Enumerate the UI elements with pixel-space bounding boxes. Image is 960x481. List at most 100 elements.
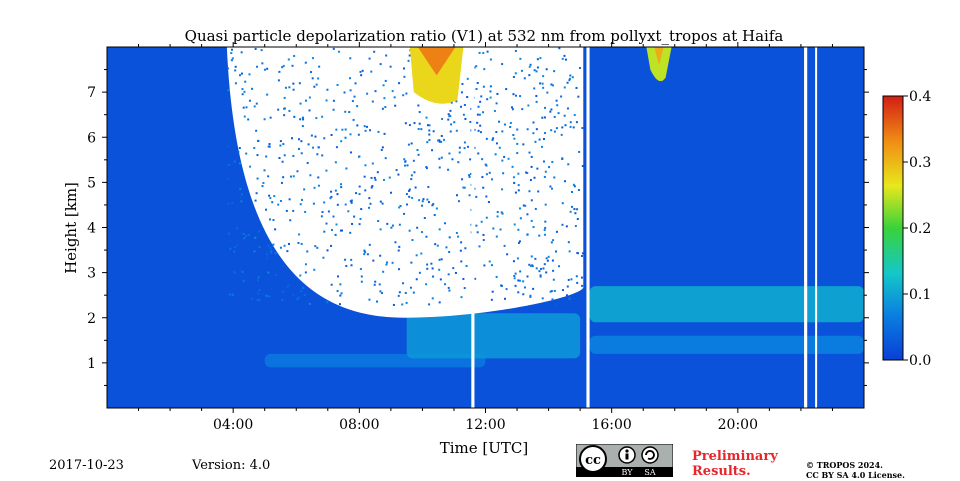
noise-speck xyxy=(491,138,494,141)
noise-speck xyxy=(526,233,529,236)
noise-speck xyxy=(492,137,495,140)
noise-speck xyxy=(425,167,428,170)
noise-speck xyxy=(384,106,387,109)
noise-speck xyxy=(358,223,361,226)
noise-speck xyxy=(323,230,326,233)
noise-speck xyxy=(563,180,566,183)
y-tick-label: 5 xyxy=(87,175,96,191)
noise-speck xyxy=(262,292,265,295)
noise-speck xyxy=(293,115,296,118)
noise-speck xyxy=(483,264,486,267)
noise-speck xyxy=(373,283,376,286)
noise-speck xyxy=(568,79,571,82)
noise-speck xyxy=(553,130,556,133)
noise-speck xyxy=(431,149,434,152)
noise-speck xyxy=(265,294,268,297)
noise-speck xyxy=(248,99,251,102)
noise-speck xyxy=(438,157,441,160)
noise-speck xyxy=(426,267,429,270)
noise-speck xyxy=(236,227,239,230)
noise-speck xyxy=(335,128,338,131)
noise-speck xyxy=(530,255,533,258)
noise-speck xyxy=(392,303,395,306)
noise-speck xyxy=(327,210,330,213)
noise-speck xyxy=(523,77,526,80)
noise-speck xyxy=(578,150,581,153)
noise-speck xyxy=(530,199,533,202)
noise-speck xyxy=(529,179,532,182)
noise-speck xyxy=(326,88,329,91)
aerosol-layer-2 xyxy=(406,313,581,359)
noise-speck xyxy=(370,176,373,179)
noise-speck xyxy=(514,50,517,53)
noise-speck xyxy=(558,47,561,50)
noise-speck xyxy=(438,301,441,304)
noise-speck xyxy=(573,114,576,117)
noise-speck xyxy=(519,57,522,60)
noise-speck xyxy=(339,294,342,297)
noise-speck xyxy=(458,151,461,154)
noise-speck xyxy=(458,146,461,149)
noise-speck xyxy=(320,215,323,218)
noise-speck xyxy=(485,216,488,219)
noise-speck xyxy=(339,229,342,232)
noise-speck xyxy=(539,267,542,270)
noise-speck xyxy=(411,239,414,242)
noise-speck xyxy=(302,287,305,290)
noise-speck xyxy=(481,176,484,179)
noise-speck xyxy=(251,87,254,90)
noise-speck xyxy=(573,185,576,188)
noise-speck xyxy=(340,186,343,189)
noise-speck xyxy=(243,90,246,93)
noise-speck xyxy=(449,114,452,117)
noise-speck xyxy=(413,122,416,125)
noise-speck xyxy=(283,107,286,110)
noise-speck xyxy=(265,155,268,158)
noise-speck xyxy=(360,208,363,211)
noise-speck xyxy=(374,280,377,283)
noise-speck xyxy=(495,131,498,134)
noise-speck xyxy=(282,64,285,67)
noise-speck xyxy=(538,138,541,141)
noise-speck xyxy=(463,147,466,150)
noise-speck xyxy=(466,77,469,80)
noise-speck xyxy=(309,71,312,74)
noise-speck xyxy=(239,74,242,77)
noise-speck xyxy=(445,246,448,249)
noise-speck xyxy=(316,153,319,156)
noise-speck xyxy=(360,275,363,278)
noise-speck xyxy=(308,302,311,305)
noise-speck xyxy=(517,279,520,282)
noise-speck xyxy=(256,154,259,157)
noise-speck xyxy=(267,271,270,274)
noise-speck xyxy=(323,137,326,140)
copyright-notice: © TROPOS 2024. CC BY SA 4.0 License. xyxy=(806,460,905,480)
noise-speck xyxy=(481,158,484,161)
noise-speck xyxy=(558,265,561,268)
license-badge[interactable]: cc BY SA xyxy=(575,443,674,478)
noise-speck xyxy=(514,191,517,194)
noise-speck xyxy=(321,211,324,214)
noise-speck xyxy=(457,161,460,164)
noise-speck xyxy=(288,86,291,89)
noise-speck xyxy=(444,283,447,286)
noise-speck xyxy=(379,290,382,293)
noise-speck xyxy=(228,232,231,235)
noise-speck xyxy=(288,109,291,112)
noise-speck xyxy=(561,289,564,292)
noise-speck xyxy=(398,82,401,85)
noise-speck xyxy=(258,299,261,302)
noise-speck xyxy=(299,102,302,105)
noise-speck xyxy=(359,217,362,220)
noise-speck xyxy=(317,184,320,187)
noise-speck xyxy=(512,93,515,96)
noise-speck xyxy=(522,204,525,207)
noise-speck xyxy=(576,252,579,255)
noise-speck xyxy=(339,283,342,286)
noise-speck xyxy=(555,99,558,102)
noise-speck xyxy=(384,157,387,160)
noise-speck xyxy=(317,146,320,149)
no-data-gap-4 xyxy=(815,47,818,408)
colorbar-tick-label: 0.3 xyxy=(909,155,931,171)
noise-speck xyxy=(403,212,406,215)
